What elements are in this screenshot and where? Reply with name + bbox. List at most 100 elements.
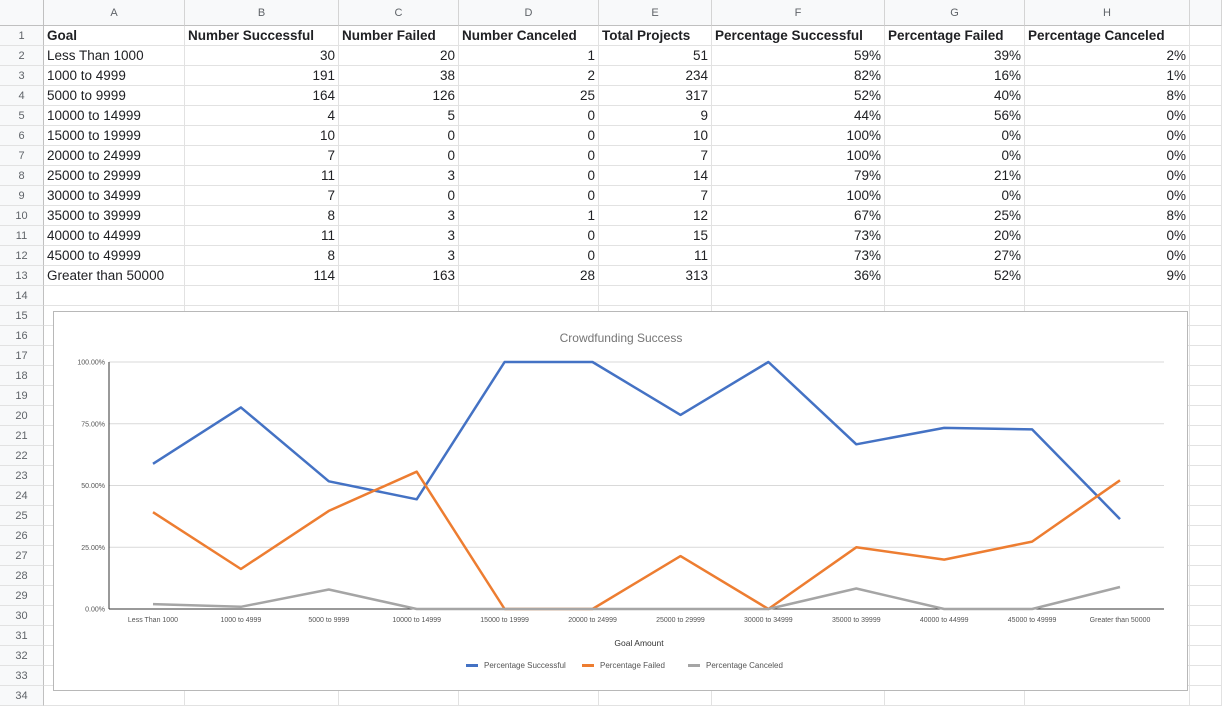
empty-cell[interactable] [1190,466,1222,486]
cell[interactable]: 2% [1025,46,1190,66]
row-header[interactable]: 34 [0,686,44,706]
cell[interactable]: 44% [712,106,885,126]
cell[interactable]: 114 [185,266,339,286]
row-header[interactable]: 12 [0,246,44,266]
row-header[interactable]: 32 [0,646,44,666]
cell[interactable]: 0% [885,146,1025,166]
column-header-d[interactable]: D [459,0,599,26]
empty-cell[interactable] [1190,286,1222,306]
empty-cell[interactable] [1190,606,1222,626]
cell[interactable]: 11 [599,246,712,266]
cell[interactable]: 35000 to 39999 [44,206,185,226]
header-cell[interactable]: Percentage Failed [885,26,1025,46]
header-cell[interactable]: Percentage Canceled [1025,26,1190,46]
cell[interactable]: 52% [712,86,885,106]
cell[interactable]: 0 [339,126,459,146]
empty-cell[interactable] [1190,166,1222,186]
cell[interactable]: Greater than 50000 [44,266,185,286]
column-header-b[interactable]: B [185,0,339,26]
row-header[interactable]: 26 [0,526,44,546]
empty-cell[interactable] [459,286,599,306]
empty-cell[interactable] [1190,546,1222,566]
cell[interactable]: 234 [599,66,712,86]
column-header-a[interactable]: A [44,0,185,26]
cell[interactable]: 100% [712,146,885,166]
empty-cell[interactable] [1190,626,1222,646]
cell[interactable]: 317 [599,86,712,106]
cell[interactable]: 20000 to 24999 [44,146,185,166]
cell[interactable]: 14 [599,166,712,186]
header-cell[interactable]: Percentage Successful [712,26,885,46]
cell[interactable]: 25% [885,206,1025,226]
empty-cell[interactable] [1190,506,1222,526]
row-header[interactable]: 2 [0,46,44,66]
empty-cell[interactable] [1190,66,1222,86]
empty-cell[interactable] [1190,206,1222,226]
row-header[interactable]: 27 [0,546,44,566]
cell[interactable]: 164 [185,86,339,106]
row-header[interactable]: 7 [0,146,44,166]
cell[interactable]: 126 [339,86,459,106]
empty-cell[interactable] [885,286,1025,306]
cell[interactable]: 8 [185,246,339,266]
cell[interactable]: 2 [459,66,599,86]
row-header[interactable]: 5 [0,106,44,126]
cell[interactable]: 27% [885,246,1025,266]
cell[interactable]: 11 [185,166,339,186]
cell[interactable]: 20 [339,46,459,66]
cell[interactable]: 313 [599,266,712,286]
cell[interactable]: 163 [339,266,459,286]
empty-cell[interactable] [1190,46,1222,66]
line-chart[interactable]: Crowdfunding Success Goal Amount 0.00% 25… [53,311,1188,691]
column-header-g[interactable]: G [885,0,1025,26]
cell[interactable]: 8% [1025,86,1190,106]
row-header[interactable]: 3 [0,66,44,86]
cell[interactable]: 7 [599,186,712,206]
cell[interactable]: 7 [599,146,712,166]
cell[interactable]: 9% [1025,266,1190,286]
cell[interactable]: 0 [459,166,599,186]
cell[interactable]: 3 [339,206,459,226]
cell[interactable]: 20% [885,226,1025,246]
cell[interactable]: 1 [459,46,599,66]
cell[interactable]: 0 [459,246,599,266]
empty-cell[interactable] [339,286,459,306]
cell[interactable]: 0 [459,106,599,126]
empty-cell[interactable] [1190,26,1222,46]
row-header[interactable]: 9 [0,186,44,206]
empty-cell[interactable] [185,286,339,306]
cell[interactable]: 0 [459,186,599,206]
cell[interactable]: 25 [459,86,599,106]
row-header[interactable]: 21 [0,426,44,446]
row-header[interactable]: 15 [0,306,44,326]
empty-cell[interactable] [1190,446,1222,466]
row-header[interactable]: 18 [0,366,44,386]
empty-cell[interactable] [1190,146,1222,166]
header-cell[interactable]: Total Projects [599,26,712,46]
cell[interactable]: 16% [885,66,1025,86]
empty-cell[interactable] [1190,686,1222,706]
row-header[interactable]: 11 [0,226,44,246]
row-header[interactable]: 28 [0,566,44,586]
cell[interactable]: 0% [1025,126,1190,146]
empty-cell[interactable] [1190,226,1222,246]
cell[interactable]: 0 [459,126,599,146]
empty-cell[interactable] [1190,246,1222,266]
empty-cell[interactable] [1190,86,1222,106]
empty-cell[interactable] [1190,346,1222,366]
cell[interactable]: 0% [1025,106,1190,126]
empty-cell[interactable] [1190,126,1222,146]
cell[interactable]: 10 [599,126,712,146]
cell[interactable]: 15 [599,226,712,246]
row-header[interactable]: 1 [0,26,44,46]
cell[interactable]: 67% [712,206,885,226]
cell[interactable]: 28 [459,266,599,286]
empty-cell[interactable] [599,286,712,306]
cell[interactable]: 82% [712,66,885,86]
series-line-percentage-canceled[interactable] [152,585,1121,611]
cell[interactable]: 191 [185,66,339,86]
row-header[interactable]: 4 [0,86,44,106]
cell[interactable]: 0% [1025,246,1190,266]
row-header[interactable]: 23 [0,466,44,486]
row-header[interactable]: 33 [0,666,44,686]
